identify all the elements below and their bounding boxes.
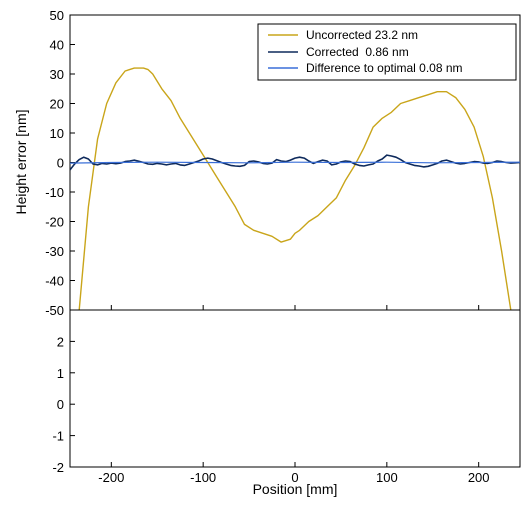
series-difference-line <box>70 161 520 164</box>
bottom-x-tick-label: 0 <box>291 470 298 485</box>
top-y-tick-label: 10 <box>50 126 64 141</box>
top-y-tick-label: 0 <box>57 156 64 171</box>
bottom-x-tick-label: 200 <box>468 470 490 485</box>
legend-label-uncorrected: Uncorrected 23.2 nm <box>306 28 418 42</box>
top-y-tick-label: 30 <box>50 67 64 82</box>
bottom-plot-frame <box>69 309 521 468</box>
legend-box <box>257 23 517 81</box>
bottom-y-ticks: -2 -1 0 1 2 <box>52 334 75 475</box>
top-y-axis-label: Height error [nm] <box>13 109 29 214</box>
top-y-tick-label: -10 <box>45 185 64 200</box>
bottom-y-tick-label: -2 <box>52 460 64 475</box>
top-y-ticks: -50 -40 -30 -20 -10 0 10 20 30 40 50 <box>45 8 75 318</box>
bottom-panel: -2 -1 0 1 2 -200 -100 0 100 200 Position [mm] <box>52 309 521 497</box>
series-uncorrected-line <box>78 67 512 310</box>
bottom-y-tick-label: 1 <box>57 366 64 381</box>
bottom-x-ticks: -200 -100 0 100 200 <box>98 462 490 485</box>
top-y-tick-label: 20 <box>50 97 64 112</box>
bottom-y-tick-label: 2 <box>57 334 64 349</box>
top-panel: -50 -40 -30 -20 -10 0 10 20 30 40 50 Uncorrected 2… <box>13 8 521 318</box>
legend: Uncorrected 23.2 nm Corrected 0.86 nm Di… <box>257 23 517 81</box>
bottom-y-tick-label: -1 <box>52 429 64 444</box>
x-axis-label: Position [mm] <box>253 481 338 497</box>
top-y-tick-label: 50 <box>50 8 64 23</box>
top-y-tick-label: -50 <box>45 303 64 318</box>
series-corrected-line <box>70 154 520 171</box>
legend-label-difference: Difference to optimal 0.08 nm <box>306 61 463 75</box>
bottom-y-tick-label: 0 <box>57 397 64 412</box>
top-series-group <box>70 67 520 310</box>
bottom-x-tick-label: -200 <box>98 470 124 485</box>
top-x-ticks <box>110 305 480 310</box>
bottom-x-tick-label: 100 <box>376 470 398 485</box>
top-y-tick-label: -20 <box>45 215 64 230</box>
legend-label-corrected: Corrected 0.86 nm <box>306 45 409 59</box>
top-y-tick-label: -30 <box>45 244 64 259</box>
bottom-x-tick-label: -100 <box>190 470 216 485</box>
top-y-tick-label: -40 <box>45 274 64 289</box>
top-y-tick-label: 40 <box>50 38 64 53</box>
